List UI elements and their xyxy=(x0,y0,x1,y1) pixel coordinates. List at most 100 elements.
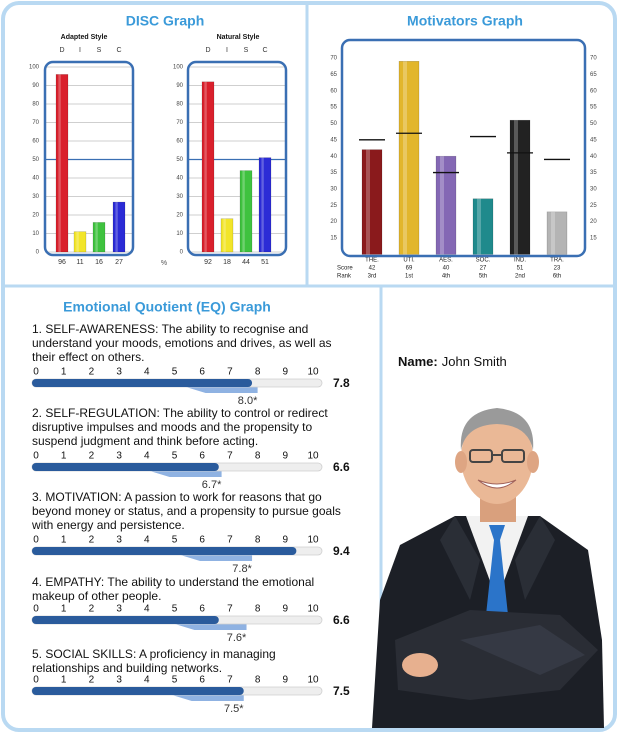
y-tick-label: 50 xyxy=(176,157,183,163)
value-label: 92 xyxy=(204,259,212,266)
x-tick-label: 10 xyxy=(307,451,319,462)
score-label: 6.6 xyxy=(333,613,350,627)
x-tick-label: I xyxy=(79,47,81,54)
name-label: Name: xyxy=(398,354,438,369)
y-tick-label: 30 xyxy=(330,187,337,193)
y2-tick-label: 20 xyxy=(590,219,597,225)
benchmark-wedge xyxy=(182,386,258,393)
y-tick-label: 60 xyxy=(330,88,337,94)
name-value: John Smith xyxy=(441,354,507,369)
x-tick-label: 6 xyxy=(199,675,205,686)
x-tick-label: 6 xyxy=(199,367,205,378)
x-tick-label: 5 xyxy=(172,451,178,462)
x-tick-label: 0 xyxy=(33,604,39,615)
bar xyxy=(361,149,383,255)
score-label: 7.5 xyxy=(333,684,350,698)
x-tick-label: 10 xyxy=(307,675,319,686)
score-label: 9.4 xyxy=(333,544,350,558)
x-tick-label: 2 xyxy=(89,535,95,546)
y-tick-label: 20 xyxy=(330,219,337,225)
score-label: 69 xyxy=(406,266,413,272)
y2-tick-label: 70 xyxy=(590,56,597,62)
bar xyxy=(73,231,87,253)
gauge-bar xyxy=(32,463,219,471)
x-tick-label: 3 xyxy=(116,604,122,615)
x-tick-label: 8 xyxy=(255,367,261,378)
score-label: 51 xyxy=(517,266,524,272)
x-tick-label: 2 xyxy=(89,604,95,615)
x-tick-label: 9 xyxy=(283,535,289,546)
bar-shine xyxy=(115,202,118,252)
y-tick-label: 70 xyxy=(32,120,39,126)
bar xyxy=(546,211,568,255)
y-tick-label: 90 xyxy=(176,83,183,89)
bar-shine xyxy=(95,222,98,252)
y2-tick-label: 35 xyxy=(590,170,597,176)
y-tick-label: 60 xyxy=(176,139,183,145)
rank-label: 6th xyxy=(553,274,561,280)
bar-shine xyxy=(58,74,61,253)
y-tick-label: 65 xyxy=(330,72,337,78)
gauge-bar xyxy=(32,616,219,624)
bar xyxy=(55,74,69,253)
value-label: 16 xyxy=(95,259,103,266)
x-tick-label: IND. xyxy=(514,258,526,264)
y2-tick-label: 15 xyxy=(590,236,597,242)
bar xyxy=(92,222,106,253)
value-label: 11 xyxy=(76,259,83,266)
y-tick-label: 10 xyxy=(176,231,183,237)
x-tick-label: 3 xyxy=(116,535,122,546)
y2-tick-label: 40 xyxy=(590,154,597,160)
value-label: 27 xyxy=(115,259,123,266)
x-tick-label: AES. xyxy=(439,258,453,264)
y2-tick-label: 45 xyxy=(590,137,597,143)
bar xyxy=(201,81,215,253)
plot-frame xyxy=(43,60,135,257)
x-tick-label: THE. xyxy=(365,258,379,264)
gauge-bar xyxy=(32,547,297,555)
bar-shine xyxy=(76,231,79,252)
x-tick-label: D xyxy=(205,47,210,54)
chart-title: Motivators Graph xyxy=(407,13,523,29)
bar-shine xyxy=(440,156,444,255)
x-tick-label: 5 xyxy=(172,604,178,615)
bar xyxy=(220,218,234,253)
chart-title: DISC Graph xyxy=(126,13,205,29)
x-tick-label: 2 xyxy=(89,367,95,378)
x-tick-label: 7 xyxy=(227,535,233,546)
plot-frame xyxy=(340,38,587,258)
bar-shine xyxy=(204,81,207,252)
y-tick-label: 10 xyxy=(32,231,39,237)
bar-shine xyxy=(366,149,370,255)
plot-frame xyxy=(186,60,288,257)
x-tick-label: 7 xyxy=(227,367,233,378)
x-tick-label: 5 xyxy=(172,367,178,378)
x-tick-label: 8 xyxy=(255,535,261,546)
y-tick-label: 90 xyxy=(32,83,39,89)
rank-label: 3rd xyxy=(368,274,377,280)
y-tick-label: 40 xyxy=(32,176,39,182)
chart-subtitle: Natural Style xyxy=(217,34,260,41)
benchmark-wedge xyxy=(146,470,222,477)
y-tick-label: 25 xyxy=(330,203,337,209)
x-tick-label: I xyxy=(226,47,228,54)
y-tick-label: 100 xyxy=(29,65,40,71)
y2-tick-label: 25 xyxy=(590,203,597,209)
x-tick-label: 0 xyxy=(33,451,39,462)
unit-label: % xyxy=(161,260,167,267)
x-tick-label: 6 xyxy=(199,604,205,615)
benchmark-label: 7.5* xyxy=(224,703,244,715)
eq-description: 5. SOCIAL SKILLS: A proficiency in manag… xyxy=(32,647,276,675)
y-tick-label: 20 xyxy=(32,213,39,219)
x-tick-label: 3 xyxy=(116,675,122,686)
y-tick-label: 30 xyxy=(32,194,39,200)
x-tick-label: 1 xyxy=(61,675,67,686)
x-tick-label: 9 xyxy=(283,367,289,378)
x-tick-label: 4 xyxy=(144,675,150,686)
y-tick-label: 20 xyxy=(176,213,183,219)
profile-name: Name: John Smith xyxy=(398,354,507,369)
benchmark-wedge xyxy=(177,554,253,561)
